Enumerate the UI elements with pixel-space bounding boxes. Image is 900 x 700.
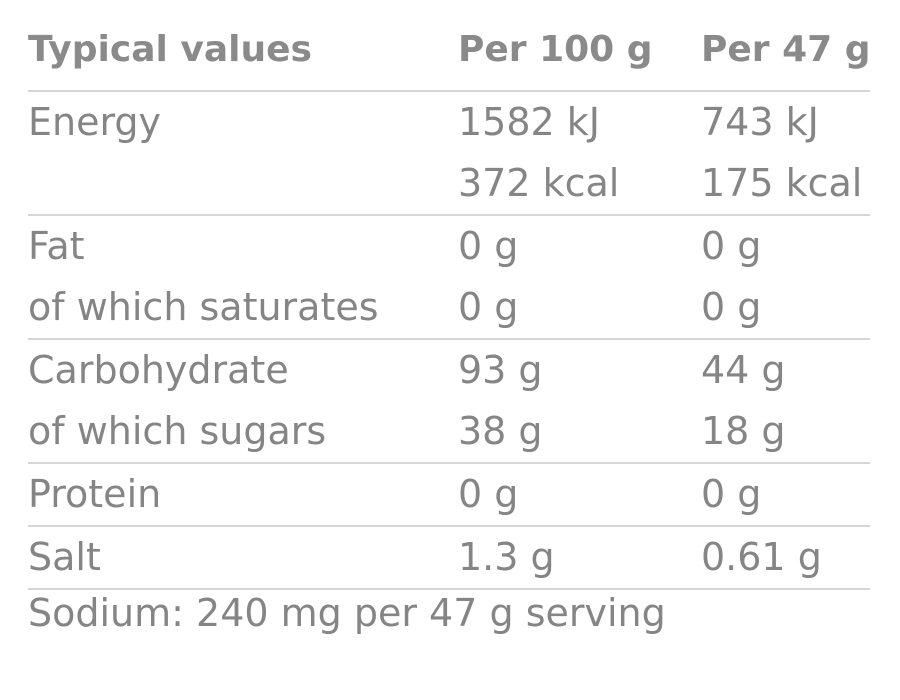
table-row-energy-kj: Energy 1582 kJ 743 kJ	[28, 92, 870, 153]
table-header-row: Typical values Per 100 g Per 47 g	[28, 24, 871, 92]
row-per-100g: 93 g	[458, 348, 543, 392]
row-per-100g: 0 g	[458, 472, 519, 516]
row-per-serving: 44 g	[701, 348, 786, 392]
header-per-100g: Per 100 g	[458, 29, 653, 70]
row-per-serving: 0 g	[701, 224, 762, 268]
row-per-100g: 1582 kJ	[458, 100, 600, 144]
table-row-sugars: of which sugars 38 g 18 g	[28, 401, 870, 464]
row-label: of which saturates	[28, 285, 379, 329]
row-per-serving: 743 kJ	[701, 100, 819, 144]
row-per-serving: 0 g	[701, 285, 762, 329]
row-per-serving: 175 kcal	[701, 161, 863, 205]
row-per-serving: 18 g	[701, 409, 786, 453]
row-label: Salt	[28, 535, 101, 579]
header-per-serving: Per 47 g	[701, 29, 871, 70]
row-per-serving: 0.61 g	[701, 535, 822, 579]
row-per-100g: 1.3 g	[458, 535, 555, 579]
table-row-energy-kcal: 372 kcal 175 kcal	[28, 153, 870, 216]
sodium-footnote: Sodium: 240 mg per 47 g serving	[28, 591, 666, 635]
row-per-100g: 372 kcal	[458, 161, 620, 205]
row-per-100g: 38 g	[458, 409, 543, 453]
row-label: of which sugars	[28, 409, 327, 453]
header-typical-values: Typical values	[28, 29, 312, 70]
row-label: Carbohydrate	[28, 348, 289, 392]
row-label: Fat	[28, 224, 85, 268]
table-row-saturates: of which saturates 0 g 0 g	[28, 277, 870, 340]
row-per-100g: 0 g	[458, 285, 519, 329]
row-label: Protein	[28, 472, 162, 516]
row-label: Energy	[28, 100, 162, 144]
table-row-salt: Salt 1.3 g 0.61 g	[28, 527, 870, 590]
table-row-protein: Protein 0 g 0 g	[28, 464, 870, 527]
table-row-fat: Fat 0 g 0 g	[28, 216, 870, 277]
nutrition-table: Typical values Per 100 g Per 47 g Energy…	[28, 24, 871, 590]
row-per-100g: 0 g	[458, 224, 519, 268]
table-row-carbohydrate: Carbohydrate 93 g 44 g	[28, 340, 870, 401]
row-per-serving: 0 g	[701, 472, 762, 516]
